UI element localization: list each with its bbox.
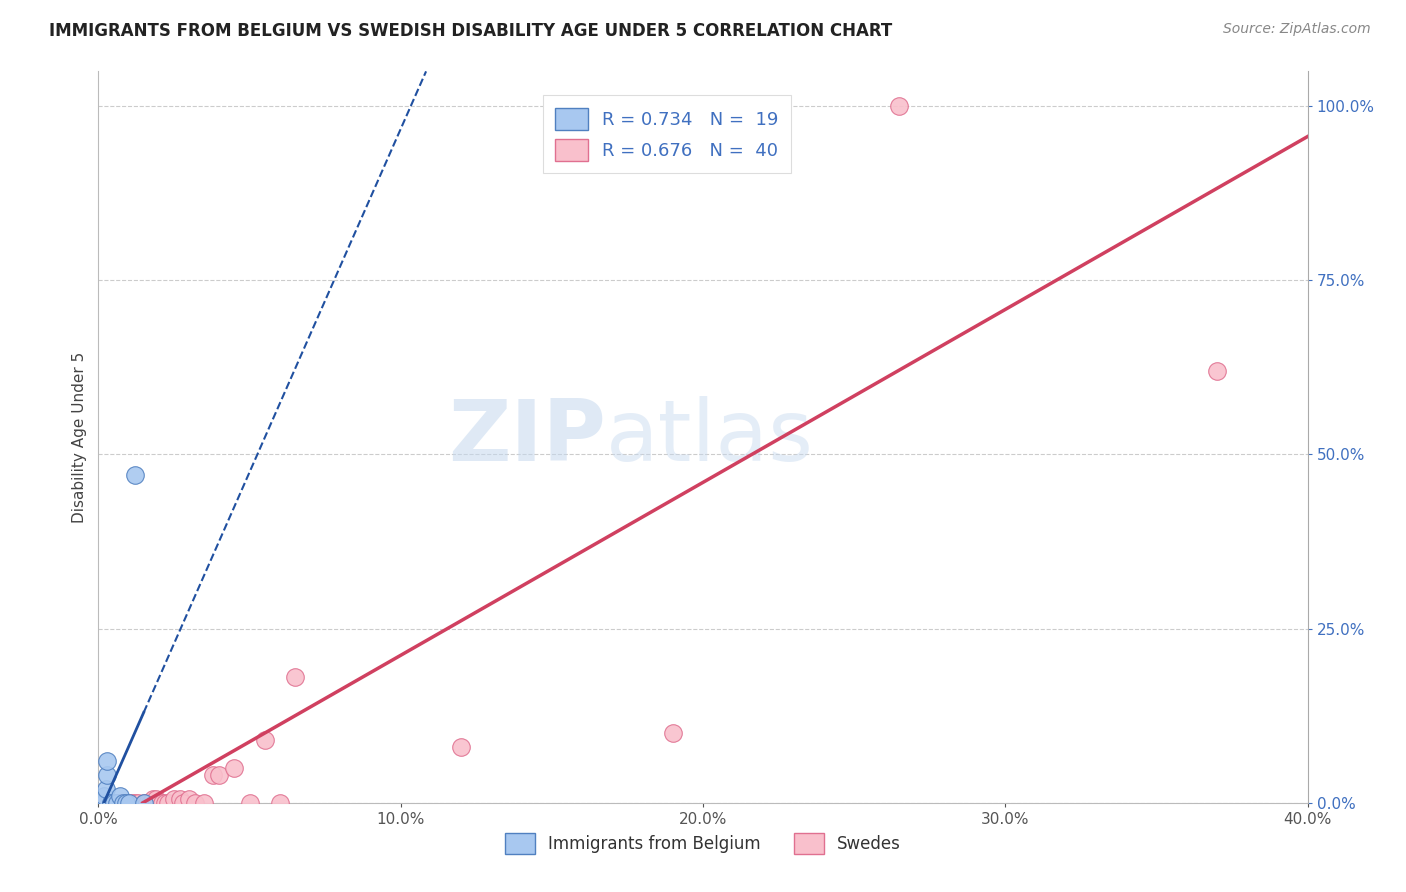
Point — [118, 796, 141, 810]
Text: Source: ZipAtlas.com: Source: ZipAtlas.com — [1223, 22, 1371, 37]
Point — [139, 796, 162, 810]
Point — [202, 768, 225, 782]
Point — [661, 726, 683, 740]
Point — [103, 796, 125, 810]
Point — [153, 796, 176, 810]
Point — [1206, 364, 1229, 378]
Point — [93, 796, 115, 810]
Point — [108, 796, 131, 810]
Point — [89, 796, 111, 810]
Point — [179, 792, 201, 806]
Point — [127, 796, 149, 810]
Point — [103, 796, 125, 810]
Point — [100, 796, 122, 810]
Point — [94, 781, 117, 796]
Point — [111, 796, 134, 810]
Point — [184, 796, 207, 810]
Point — [96, 796, 118, 810]
Point — [172, 796, 194, 810]
Point — [118, 796, 141, 810]
Point — [142, 792, 165, 806]
Point — [124, 796, 146, 810]
Point — [90, 796, 112, 810]
Point — [108, 789, 131, 803]
Point — [90, 796, 112, 810]
Point — [163, 792, 186, 806]
Point — [93, 796, 115, 810]
Point — [100, 796, 122, 810]
Point — [90, 796, 112, 810]
Point — [208, 768, 231, 782]
Point — [889, 99, 911, 113]
Point — [96, 768, 118, 782]
Point — [132, 796, 155, 810]
Point — [121, 796, 143, 810]
Point — [224, 761, 246, 775]
Point — [124, 468, 146, 483]
Point — [169, 792, 191, 806]
Point — [135, 796, 157, 810]
Point — [114, 796, 136, 810]
Point — [150, 796, 173, 810]
Point — [540, 99, 562, 113]
Point — [269, 796, 291, 810]
Point — [111, 796, 134, 810]
Point — [239, 796, 262, 810]
Point — [105, 796, 128, 810]
Text: atlas: atlas — [606, 395, 814, 479]
Text: ZIP: ZIP — [449, 395, 606, 479]
Point — [284, 670, 307, 684]
Legend: Immigrants from Belgium, Swedes: Immigrants from Belgium, Swedes — [498, 827, 908, 860]
Point — [450, 740, 472, 755]
Point — [156, 796, 179, 810]
Point — [145, 792, 167, 806]
Point — [114, 796, 136, 810]
Point — [132, 796, 155, 810]
Point — [193, 796, 215, 810]
Point — [253, 733, 276, 747]
Point — [96, 754, 118, 768]
Text: IMMIGRANTS FROM BELGIUM VS SWEDISH DISABILITY AGE UNDER 5 CORRELATION CHART: IMMIGRANTS FROM BELGIUM VS SWEDISH DISAB… — [49, 22, 893, 40]
Point — [91, 796, 114, 810]
Y-axis label: Disability Age Under 5: Disability Age Under 5 — [72, 351, 87, 523]
Point — [93, 789, 115, 803]
Point — [100, 796, 122, 810]
Point — [105, 796, 128, 810]
Point — [148, 796, 170, 810]
